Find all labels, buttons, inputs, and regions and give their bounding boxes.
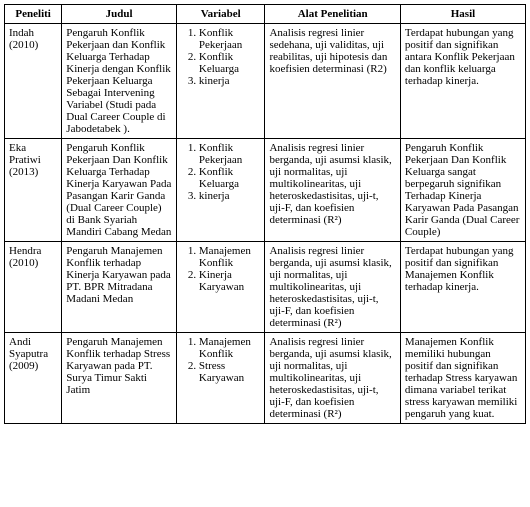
- cell-hasil: Terdapat hubungan yang positif dan signi…: [400, 24, 525, 139]
- col-header-judul: Judul: [62, 5, 177, 24]
- variabel-item: Konflik Pekerjaan: [199, 142, 261, 166]
- col-header-alat: Alat Penelitian: [265, 5, 400, 24]
- cell-hasil: Pengaruh Konflik Pekerjaan Dan Konflik K…: [400, 139, 525, 242]
- table-row: Hendra (2010) Pengaruh Manajemen Konflik…: [5, 242, 526, 333]
- cell-variabel: Konflik Pekerjaan Konflik Keluarga kiner…: [176, 24, 265, 139]
- variabel-item: Manajemen Konflik: [199, 245, 261, 269]
- variabel-item: Manajemen Konflik: [199, 336, 261, 360]
- variabel-item: Konflik Keluarga: [199, 166, 261, 190]
- cell-peneliti: Hendra (2010): [5, 242, 62, 333]
- table-row: Eka Pratiwi (2013) Pengaruh Konflik Peke…: [5, 139, 526, 242]
- cell-hasil: Manajemen Konflik memiliki hubungan posi…: [400, 333, 525, 424]
- col-header-hasil: Hasil: [400, 5, 525, 24]
- cell-peneliti: Andi Syaputra (2009): [5, 333, 62, 424]
- cell-alat: Analisis regresi linier berganda, uji as…: [265, 242, 400, 333]
- cell-judul: Pengaruh Manajemen Konflik terhadap Kine…: [62, 242, 177, 333]
- table-header-row: Peneliti Judul Variabel Alat Penelitian …: [5, 5, 526, 24]
- cell-alat: Analisis regresi linier berganda, uji as…: [265, 139, 400, 242]
- cell-judul: Pengaruh Manajemen Konflik terhadap Stre…: [62, 333, 177, 424]
- cell-peneliti: Indah (2010): [5, 24, 62, 139]
- cell-judul: Pengaruh Konflik Pekerjaan dan Konflik K…: [62, 24, 177, 139]
- cell-alat: Analisis regresi linier sedehana, uji va…: [265, 24, 400, 139]
- table-row: Indah (2010) Pengaruh Konflik Pekerjaan …: [5, 24, 526, 139]
- col-header-variabel: Variabel: [176, 5, 265, 24]
- cell-variabel: Manajemen Konflik Kinerja Karyawan: [176, 242, 265, 333]
- variabel-item: Konflik Keluarga: [199, 51, 261, 75]
- cell-variabel: Manajemen Konflik Stress Karyawan: [176, 333, 265, 424]
- variabel-item: kinerja: [199, 190, 261, 202]
- cell-peneliti: Eka Pratiwi (2013): [5, 139, 62, 242]
- cell-hasil: Terdapat hubungan yang positif dan signi…: [400, 242, 525, 333]
- variabel-item: Kinerja Karyawan: [199, 269, 261, 293]
- variabel-item: kinerja: [199, 75, 261, 87]
- table-row: Andi Syaputra (2009) Pengaruh Manajemen …: [5, 333, 526, 424]
- variabel-item: Konflik Pekerjaan: [199, 27, 261, 51]
- cell-judul: Pengaruh Konflik Pekerjaan Dan Konflik K…: [62, 139, 177, 242]
- research-table: Peneliti Judul Variabel Alat Penelitian …: [4, 4, 526, 424]
- variabel-item: Stress Karyawan: [199, 360, 261, 384]
- cell-variabel: Konflik Pekerjaan Konflik Keluarga kiner…: [176, 139, 265, 242]
- cell-alat: Analisis regresi linier berganda, uji as…: [265, 333, 400, 424]
- col-header-peneliti: Peneliti: [5, 5, 62, 24]
